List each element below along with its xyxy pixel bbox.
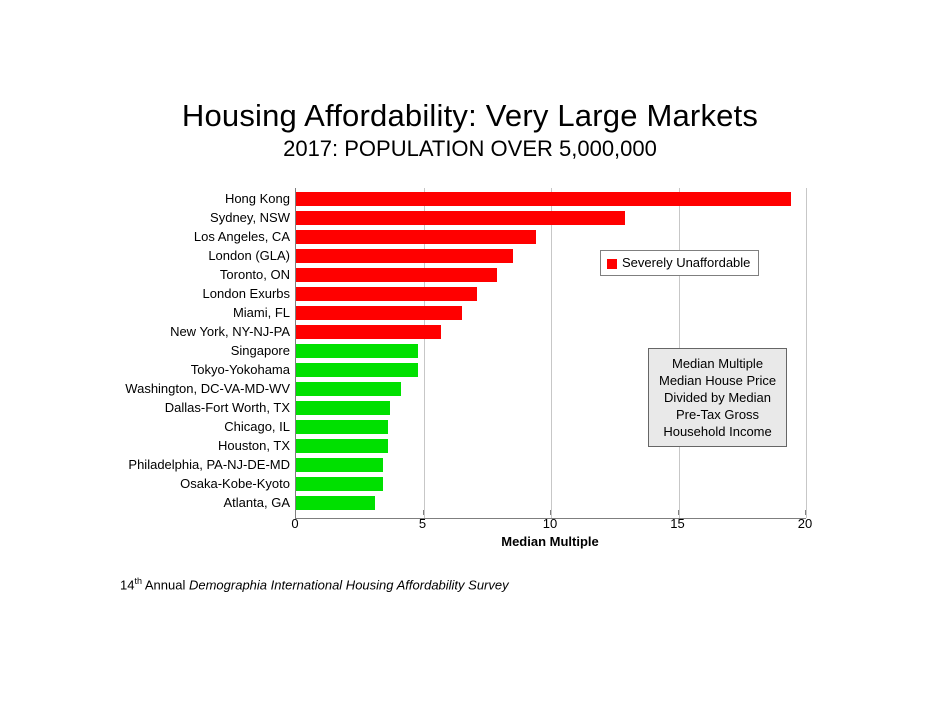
y-axis-label: Chicago, IL	[0, 420, 290, 434]
x-tick-label: 5	[403, 516, 443, 531]
x-axis-title: Median Multiple	[295, 534, 805, 549]
chart-area: Median Multiple Severely Unaffordable Me…	[120, 180, 820, 560]
info-box-line: Median Multiple	[659, 355, 776, 372]
info-box-line: Pre-Tax Gross	[659, 406, 776, 423]
info-box: Median MultipleMedian House PriceDivided…	[648, 348, 787, 447]
y-axis-label: Tokyo-Yokohama	[0, 363, 290, 377]
chart-title: Housing Affordability: Very Large Market…	[0, 98, 940, 134]
y-axis-label: London Exurbs	[0, 287, 290, 301]
bar	[296, 211, 625, 225]
info-box-line: Median House Price	[659, 372, 776, 389]
bar	[296, 344, 418, 358]
bar	[296, 477, 383, 491]
bar	[296, 249, 513, 263]
y-axis-label: New York, NY-NJ-PA	[0, 325, 290, 339]
bar	[296, 306, 462, 320]
footnote-italic: Demographia International Housing Afford…	[189, 577, 509, 592]
y-axis-label: Atlanta, GA	[0, 496, 290, 510]
bar	[296, 363, 418, 377]
bar	[296, 268, 497, 282]
bar	[296, 325, 441, 339]
y-axis-label: Los Angeles, CA	[0, 230, 290, 244]
bar	[296, 420, 388, 434]
y-axis-label: London (GLA)	[0, 249, 290, 263]
y-axis-label: Washington, DC-VA-MD-WV	[0, 382, 290, 396]
footnote-mid: Annual	[142, 577, 189, 592]
y-axis-label: Houston, TX	[0, 439, 290, 453]
x-tick	[805, 510, 806, 515]
bar	[296, 439, 388, 453]
y-axis-label: Dallas-Fort Worth, TX	[0, 401, 290, 415]
x-tick	[550, 510, 551, 515]
y-axis-label: Philadelphia, PA-NJ-DE-MD	[0, 458, 290, 472]
footnote: 14th Annual Demographia International Ho…	[120, 576, 509, 592]
legend-swatch	[607, 259, 617, 269]
gridline	[806, 188, 807, 518]
x-tick-label: 10	[530, 516, 570, 531]
info-box-line: Divided by Median	[659, 389, 776, 406]
footnote-ordinal: th	[134, 576, 142, 586]
bar	[296, 496, 375, 510]
x-tick-label: 15	[658, 516, 698, 531]
bar	[296, 287, 477, 301]
y-axis-label: Hong Kong	[0, 192, 290, 206]
bar	[296, 458, 383, 472]
info-box-line: Household Income	[659, 423, 776, 440]
y-axis-label: Toronto, ON	[0, 268, 290, 282]
legend: Severely Unaffordable	[600, 250, 759, 276]
x-tick	[678, 510, 679, 515]
x-tick	[423, 510, 424, 515]
y-axis-label: Osaka-Kobe-Kyoto	[0, 477, 290, 491]
page: Housing Affordability: Very Large Market…	[0, 0, 940, 705]
x-tick-label: 20	[785, 516, 825, 531]
bar	[296, 192, 791, 206]
y-axis-label: Miami, FL	[0, 306, 290, 320]
x-tick-label: 0	[275, 516, 315, 531]
footnote-num: 14	[120, 577, 134, 592]
bar	[296, 401, 390, 415]
bar	[296, 382, 401, 396]
chart-subtitle: 2017: POPULATION OVER 5,000,000	[0, 136, 940, 162]
bar	[296, 230, 536, 244]
y-axis-label: Singapore	[0, 344, 290, 358]
x-tick	[295, 510, 296, 515]
legend-label: Severely Unaffordable	[622, 255, 750, 270]
y-axis-label: Sydney, NSW	[0, 211, 290, 225]
gridline	[551, 188, 552, 518]
